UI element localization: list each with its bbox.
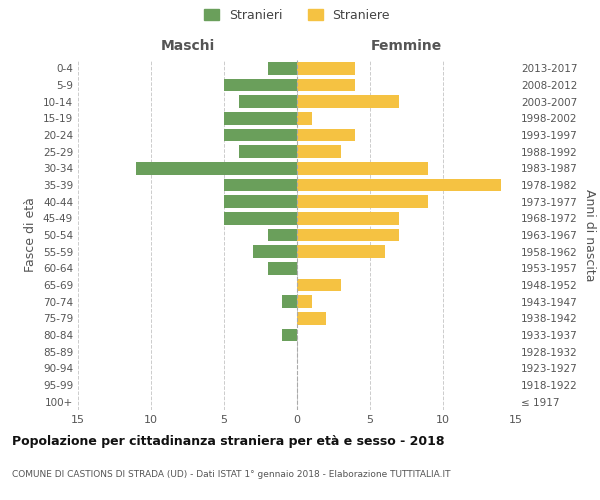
Bar [268,229,297,241]
Bar [224,179,297,192]
Bar [297,162,428,174]
Bar [297,146,341,158]
Text: Popolazione per cittadinanza straniera per età e sesso - 2018: Popolazione per cittadinanza straniera p… [12,435,445,448]
Bar [268,62,297,74]
Bar [283,296,297,308]
Bar [297,212,399,224]
Bar [239,96,297,108]
Legend: Stranieri, Straniere: Stranieri, Straniere [200,6,394,26]
Bar [136,162,297,174]
Bar [239,146,297,158]
Bar [297,112,311,124]
Bar [297,312,326,324]
Text: Maschi: Maschi [160,39,215,53]
Bar [297,96,399,108]
Bar [224,112,297,124]
Bar [224,212,297,224]
Bar [297,129,355,141]
Text: COMUNE DI CASTIONS DI STRADA (UD) - Dati ISTAT 1° gennaio 2018 - Elaborazione TU: COMUNE DI CASTIONS DI STRADA (UD) - Dati… [12,470,451,479]
Bar [224,129,297,141]
Bar [297,229,399,241]
Bar [224,79,297,92]
Bar [297,279,341,291]
Text: Femmine: Femmine [371,39,442,53]
Bar [297,246,385,258]
Bar [283,329,297,341]
Bar [297,196,428,208]
Bar [297,296,311,308]
Bar [268,262,297,274]
Bar [224,196,297,208]
Bar [253,246,297,258]
Bar [297,62,355,74]
Bar [297,179,502,192]
Y-axis label: Anni di nascita: Anni di nascita [583,188,596,281]
Y-axis label: Fasce di età: Fasce di età [25,198,37,272]
Bar [297,79,355,92]
